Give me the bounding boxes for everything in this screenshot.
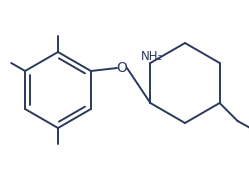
Text: NH₂: NH₂ — [141, 50, 164, 63]
Text: O: O — [117, 61, 127, 75]
